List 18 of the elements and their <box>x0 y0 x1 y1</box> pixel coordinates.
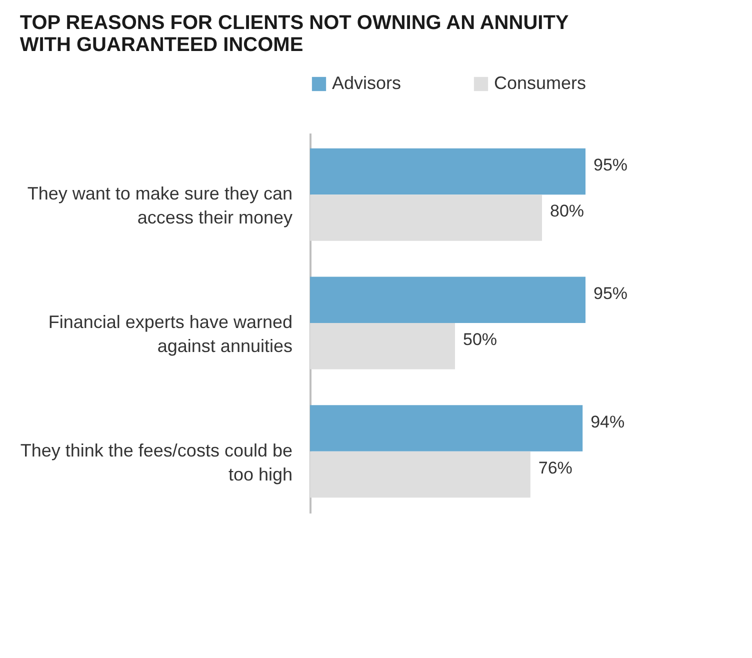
y-tick-label: They want to make sure they can access their money <box>27 184 292 228</box>
data-label: 80% <box>550 202 584 221</box>
bar <box>310 276 586 323</box>
y-tick-label: Financial experts have warned against annuities <box>48 312 292 356</box>
bar <box>310 148 586 195</box>
data-label: 50% <box>463 330 498 350</box>
y-tick-label: They think the fees/costs could be too high <box>20 440 292 484</box>
legend-label: Advisors <box>332 73 402 93</box>
bar <box>310 323 455 370</box>
data-label: 94% <box>590 412 625 432</box>
data-label: 76% <box>538 458 572 478</box>
bar <box>310 405 583 452</box>
legend-label: Consumers <box>494 73 586 93</box>
chart-title: TOP REASONS FOR CLIENTS NOT OWNING AN ANNUITY WITH GUARANTEED INCOME <box>20 12 570 56</box>
data-label: 95% <box>594 284 628 303</box>
bar <box>310 194 542 241</box>
data-label: 95% <box>594 156 628 175</box>
bar <box>310 451 530 498</box>
